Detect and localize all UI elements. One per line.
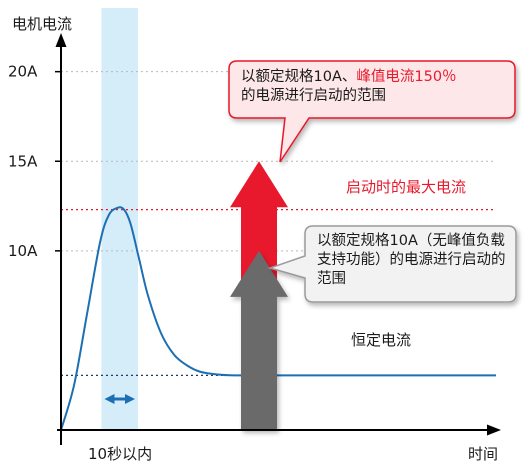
callout-a-bubble — [228, 60, 516, 163]
x-axis-label: 时间 — [468, 445, 498, 463]
y-tick-label: 10A — [8, 242, 38, 260]
callout-b-bubble — [267, 225, 517, 303]
band-label: 10秒以内 — [88, 445, 152, 463]
callout-b: 以额定规格10A（无峰值负载支持功能）的电源进行启动的范围 — [305, 226, 516, 302]
callout-a-highlight: 峰值电流150％ — [356, 69, 457, 85]
y-axis-arrowhead — [55, 33, 67, 47]
x-axis-arrowhead — [487, 424, 501, 436]
callout-a-text-1: 以额定规格10A、 — [241, 69, 357, 85]
y-tick-label: 20A — [8, 63, 38, 81]
constant-current-label: 恒定电流 — [351, 331, 411, 349]
callout-a-text-2: 的电源进行启动的范围 — [241, 88, 386, 104]
y-axis-label: 电机电流 — [12, 15, 72, 33]
max-current-label: 启动时的最大电流 — [346, 178, 466, 196]
band-arrowhead-left — [104, 394, 115, 404]
gray-arrow — [230, 250, 288, 430]
current-curve — [60, 206, 496, 431]
callout-a: 以额定规格10A、峰值电流150％ 的电源进行启动的范围 — [229, 61, 515, 118]
band-arrowhead-right — [124, 394, 135, 404]
y-tick-label: 15A — [8, 152, 38, 170]
callout-b-text: 以额定规格10A（无峰值负载支持功能）的电源进行启动的范围 — [317, 233, 506, 287]
